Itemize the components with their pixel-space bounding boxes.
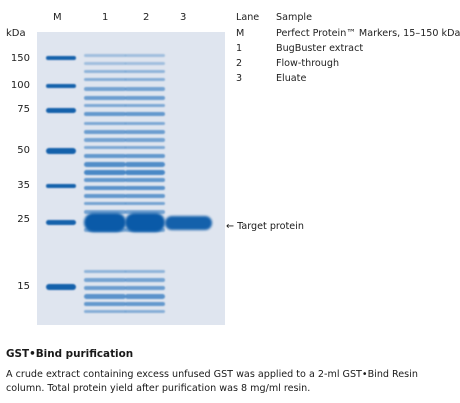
legend-sample: Flow-through [276, 58, 340, 69]
gel-band-lane-1 [84, 213, 126, 232]
gel-band-lane-1 [84, 122, 126, 125]
gel-band-lane-2 [125, 122, 165, 125]
mw-label-50: 50 [17, 145, 30, 156]
gel-band-lane-2 [125, 294, 165, 299]
gel-band-lane-2 [125, 54, 165, 57]
gel-band-lane-2 [125, 213, 165, 232]
gel-band-lane-1 [84, 154, 126, 158]
gel-band-lane-2 [125, 104, 165, 107]
lane-header-m: M [53, 12, 62, 23]
gel-band-lane-2 [125, 194, 165, 198]
gel-band-lane-1 [84, 146, 126, 149]
gel-band-lane-2 [125, 70, 165, 73]
gel-band-lane-1 [84, 87, 126, 91]
gel-band-lane-1 [84, 302, 126, 306]
gel-band-lane-1 [84, 186, 126, 190]
gel-band-lane-2 [125, 112, 165, 116]
gel-band-lane-3 [165, 216, 212, 230]
gel-band-lane-2 [125, 286, 165, 290]
legend-lane-header: Lane [236, 12, 260, 23]
gel-band-lane-1 [84, 170, 126, 175]
gel-band-lane-2 [125, 138, 165, 142]
gel-band-lane-2 [125, 310, 165, 313]
gel-band-lane-1 [84, 270, 126, 273]
gel-band-lane-1 [84, 130, 126, 134]
gel-band-lane-2 [125, 178, 165, 182]
gel-band-marker [46, 108, 76, 113]
gel-band-lane-1 [84, 62, 126, 65]
gel-band-lane-1 [84, 286, 126, 290]
gel-band-lane-1 [84, 202, 126, 205]
gel-band-lane-2 [125, 87, 165, 91]
mw-label-150: 150 [10, 53, 30, 64]
gel-band-lane-1 [84, 162, 126, 167]
gel-band-lane-2 [125, 154, 165, 158]
gel-band-lane-1 [84, 210, 126, 214]
gel-band-marker [46, 84, 76, 88]
mw-label-35: 35 [17, 180, 30, 191]
gel-image [37, 32, 225, 325]
gel-band-lane-1 [84, 294, 126, 299]
mw-label-15: 15 [17, 281, 30, 292]
gel-band-lane-2 [125, 62, 165, 65]
caption-text: A crude extract containing excess unfuse… [6, 369, 418, 394]
target-protein-label: ← Target protein [226, 221, 304, 232]
legend-lane: 1 [236, 43, 243, 54]
gel-band-lane-2 [125, 162, 165, 167]
gel-band-lane-1 [84, 70, 126, 73]
gel-band-marker [46, 56, 76, 60]
gel-band-lane-1 [84, 194, 126, 198]
gel-band-marker [46, 284, 76, 290]
gel-band-lane-1 [84, 112, 126, 116]
gel-band-lane-1 [84, 310, 126, 313]
gel-band-lane-1 [84, 138, 126, 142]
gel-band-lane-2 [125, 146, 165, 149]
lane-header-1: 1 [102, 12, 109, 23]
gel-band-lane-1 [84, 178, 126, 182]
legend-sample: BugBuster extract [276, 43, 364, 54]
lane-header-3: 3 [180, 12, 187, 23]
gel-band-lane-2 [125, 202, 165, 205]
gel-band-lane-2 [125, 270, 165, 273]
legend-lane: 3 [236, 73, 243, 84]
gel-band-lane-2 [125, 170, 165, 175]
mw-label-100: 100 [10, 80, 30, 91]
gel-band-lane-1 [84, 104, 126, 107]
gel-band-lane-2 [125, 302, 165, 306]
gel-band-lane-2 [125, 278, 165, 282]
caption-title: GST•Bind purification [6, 348, 134, 360]
gel-band-marker [46, 184, 76, 188]
gel-band-lane-1 [84, 96, 126, 100]
mw-label-75: 75 [17, 104, 30, 115]
gel-band-lane-1 [84, 278, 126, 282]
gel-band-lane-1 [84, 54, 126, 57]
kda-label: kDa [6, 28, 26, 39]
mw-label-25: 25 [17, 214, 30, 225]
gel-band-lane-2 [125, 96, 165, 100]
gel-band-lane-2 [125, 186, 165, 190]
legend-sample: Eluate [276, 73, 307, 84]
gel-band-lane-2 [125, 78, 165, 81]
gel-band-marker [46, 220, 76, 225]
gel-band-lane-2 [125, 130, 165, 134]
legend-sample: Perfect Protein™ Markers, 15–150 kDa [276, 28, 460, 39]
legend-lane: M [236, 28, 245, 39]
lane-header-2: 2 [143, 12, 150, 23]
gel-band-marker [46, 148, 76, 154]
gel-band-lane-1 [84, 78, 126, 81]
legend-sample-header: Sample [276, 12, 312, 23]
gel-band-lane-2 [125, 210, 165, 214]
legend-lane: 2 [236, 58, 243, 69]
